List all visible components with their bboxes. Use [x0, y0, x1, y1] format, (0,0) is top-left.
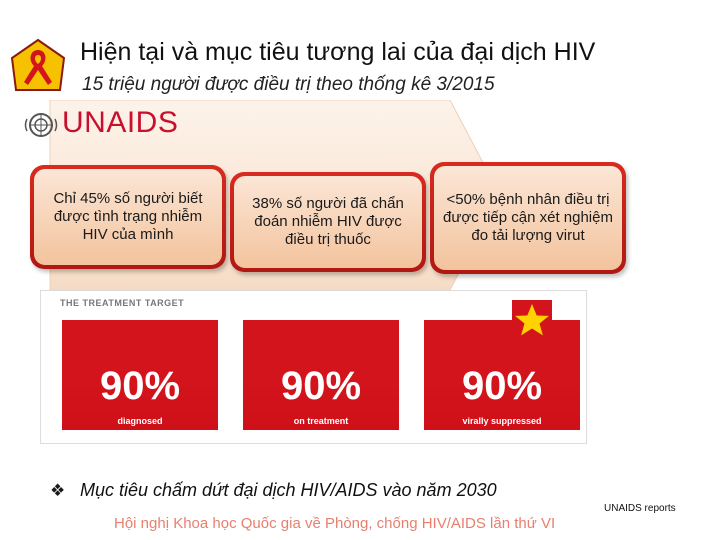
target-card-diagnosed: 90% diagnosed	[62, 320, 218, 430]
target-label: on treatment	[293, 416, 349, 426]
diamond-bullet-icon: ❖	[50, 481, 66, 500]
page-title: Hiện tại và mục tiêu tương lai của đại d…	[80, 38, 596, 66]
step-box-treated: 38% số người đã chẩn đoán nhiễm HIV được…	[230, 172, 426, 272]
target-label: virally suppressed	[462, 416, 542, 426]
target-label: diagnosed	[117, 416, 163, 426]
step-text: Chỉ 45% số người biết được tình trạng nh…	[34, 169, 222, 265]
step-text: 38% số người đã chẩn đoán nhiễm HIV được…	[234, 176, 422, 268]
target-value: 90%	[461, 364, 543, 408]
treatment-target-title: THE TREATMENT TARGET	[60, 298, 185, 308]
source-note: UNAIDS reports	[604, 503, 676, 514]
conference-footer: Hội nghị Khoa học Quốc gia về Phòng, chố…	[114, 515, 556, 532]
page-subtitle: 15 triệu người được điều trị theo thống …	[82, 74, 495, 95]
red-ribbon-icon	[10, 38, 66, 91]
step-text: <50% bệnh nhân điều trị được tiếp cận xé…	[434, 166, 622, 270]
step-box-diagnosed: Chỉ 45% số người biết được tình trạng nh…	[30, 165, 226, 269]
step-box-viral-load: <50% bệnh nhân điều trị được tiếp cận xé…	[430, 162, 626, 274]
goal-statement: Mục tiêu chấm dứt đại dịch HIV/AIDS vào …	[80, 480, 497, 500]
target-value: 90%	[280, 364, 362, 408]
star-icon	[512, 300, 552, 340]
unaids-logo-text: UNAIDS	[62, 106, 179, 139]
target-value: 90%	[99, 364, 181, 408]
target-card-on-treatment: 90% on treatment	[243, 320, 399, 430]
un-emblem-icon	[24, 113, 58, 137]
target-card-virally-suppressed: 90% virally suppressed	[424, 320, 580, 430]
